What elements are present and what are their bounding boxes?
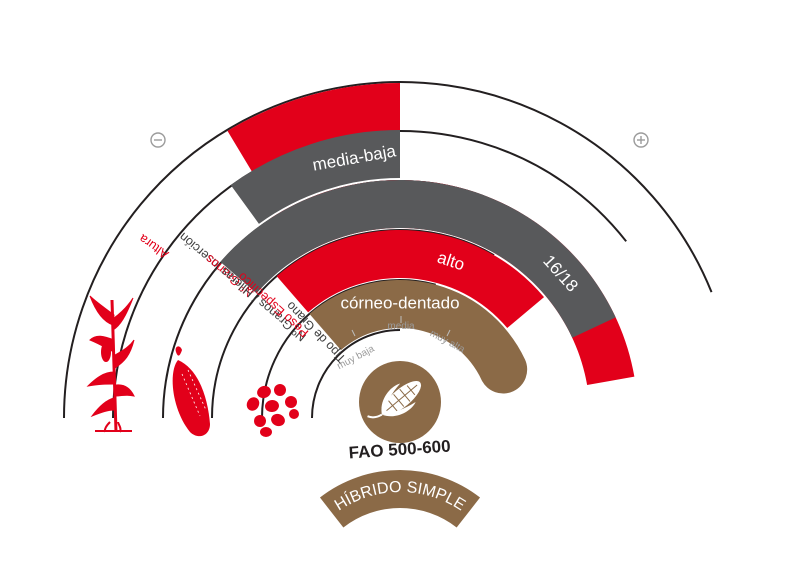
corn-cob-icon (172, 346, 210, 437)
guide-arc (311, 329, 401, 419)
minus-marker (150, 132, 166, 148)
trait-band (230, 130, 400, 224)
trait-value: media (430, 96, 479, 123)
trait-band (220, 180, 616, 338)
scale-tick-low (351, 329, 356, 337)
trait-band (276, 229, 545, 329)
trait-band (227, 83, 400, 172)
guide-arc (63, 81, 713, 419)
trait-band (309, 279, 528, 394)
corn-cob-badge (359, 361, 441, 443)
trait-value: 40/44 (621, 284, 656, 331)
fao-label: FAO 500-600 (348, 436, 451, 462)
trait-value: córneo-dentado (340, 293, 459, 312)
trait-bands: mediamedia-baja40/4416/18altocórneo-dent… (220, 83, 656, 394)
scale-tick-high (446, 329, 451, 337)
hybrid-band (319, 469, 481, 528)
corn-kernels-icon (246, 384, 299, 437)
scale-label-mid: media (387, 321, 415, 332)
plus-marker (633, 132, 649, 148)
corn-plant-icon (86, 295, 135, 433)
trait-category: Altura (136, 231, 171, 261)
corn-cob-badge-icon (367, 380, 422, 419)
